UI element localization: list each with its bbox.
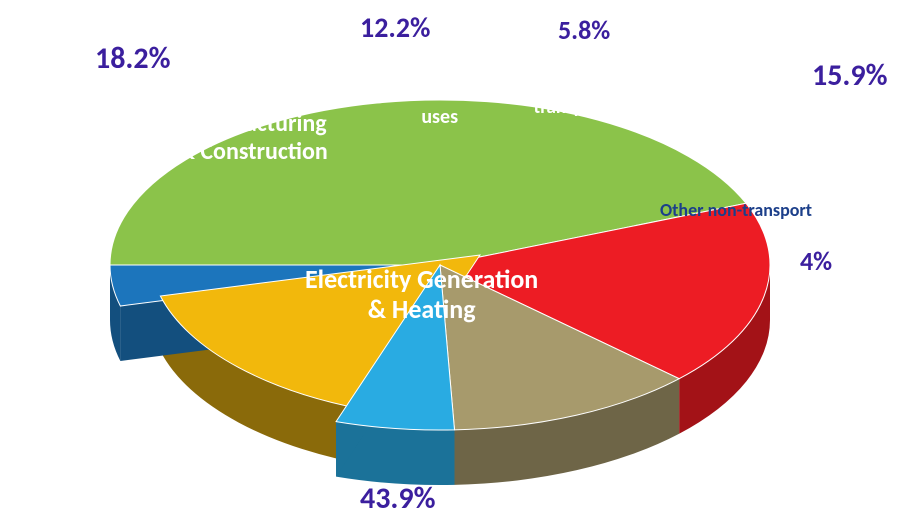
slice-label-manufacturing: Manufacturing& Construction — [178, 110, 328, 165]
slice-label-line: Non-road — [533, 75, 608, 97]
percent-label-electricity: 43.9% — [360, 480, 436, 517]
slice-label-line: for other — [370, 83, 509, 106]
slice-label-line: transport — [533, 97, 608, 119]
percent-label-other: 4% — [800, 245, 832, 277]
slice-label-line: Electricity Generation — [305, 265, 538, 295]
slice-label-fuel: Fuel Combustionfor otheruses — [370, 60, 509, 129]
percent-label-manufacturing: 18.2% — [95, 40, 171, 77]
slice-label-line: Road Transport — [682, 110, 823, 135]
slice-label-nonroad: Non-roadtransport — [533, 75, 608, 119]
percent-label-road: 15.9% — [812, 57, 888, 94]
slice-label-line: Other non-transport — [660, 200, 812, 221]
slice-label-road: Road Transport(Cars Trucks & Buses) — [682, 110, 823, 154]
percent-label-nonroad: 5.8% — [558, 14, 610, 46]
slice-label-line: & Heating — [305, 295, 538, 325]
slice-label-line: Fuel Combustion — [370, 60, 509, 83]
percent-label-fuel: 12.2% — [360, 10, 430, 45]
slice-label-other: Other non-transport — [660, 200, 812, 221]
slice-label-line: Manufacturing — [178, 110, 328, 138]
pie-chart-3d: Electricity Generation& Heating 43.9% Manu… — [0, 0, 923, 527]
slice-label-line: & Construction — [178, 138, 328, 166]
slice-sublabel: (Cars Trucks & Buses) — [682, 135, 823, 153]
slice-label-line: uses — [370, 106, 509, 129]
slice-label-electricity: Electricity Generation& Heating — [305, 265, 538, 325]
